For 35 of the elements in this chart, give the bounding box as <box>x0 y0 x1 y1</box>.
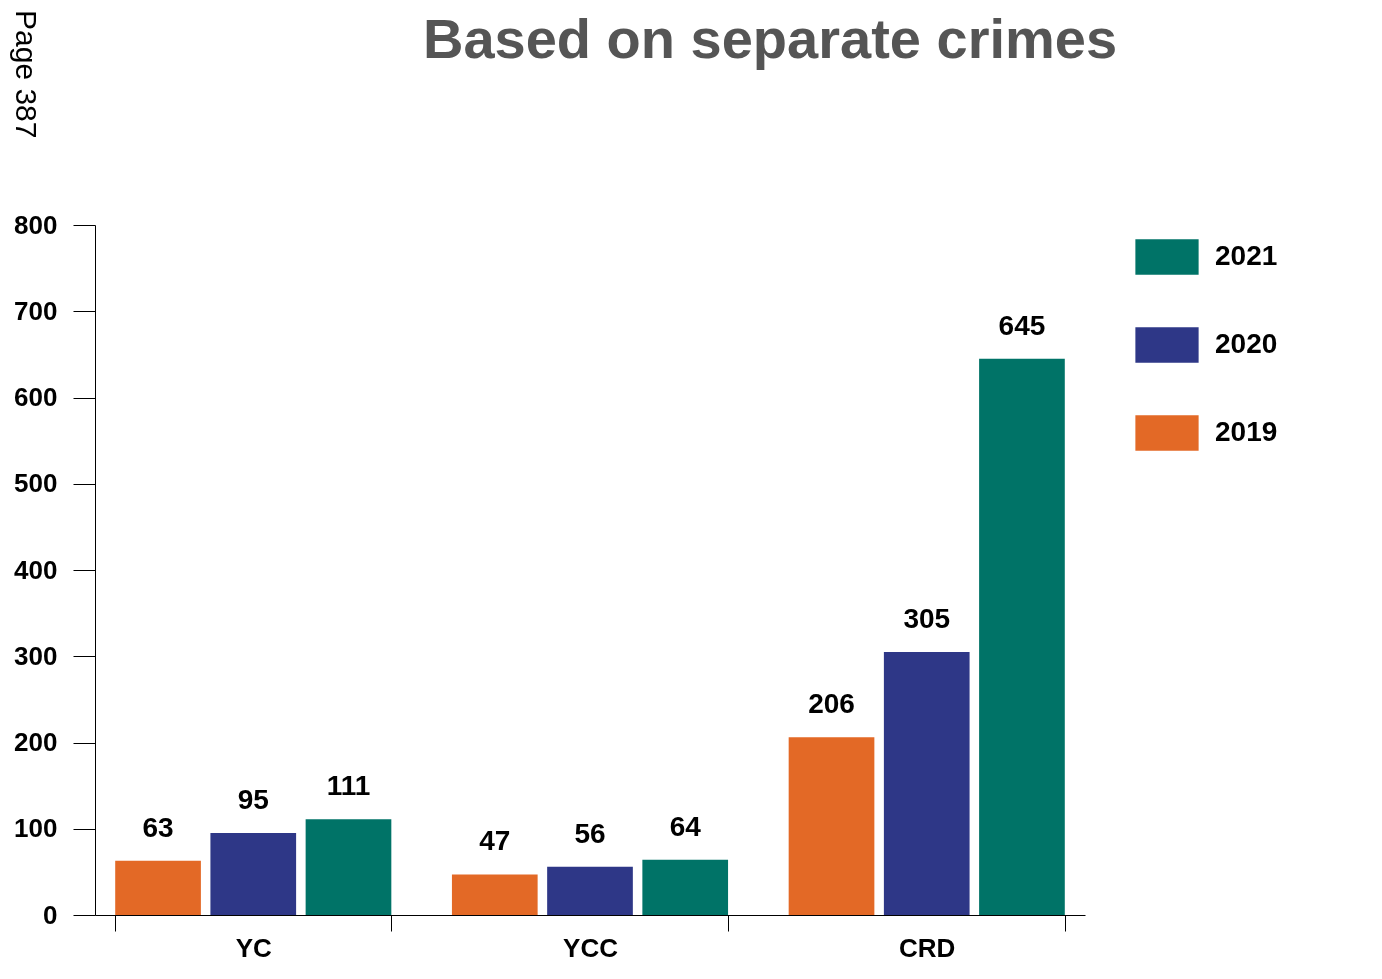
y-tick-label: 400 <box>14 554 58 585</box>
data-label: 95 <box>237 784 269 816</box>
y-tick-label: 0 <box>43 899 58 930</box>
legend-label: 2020 <box>1215 328 1278 359</box>
text: Page 387 <box>10 10 43 139</box>
chart-title: Based on separate crimes <box>422 7 1118 70</box>
data-label: 206 <box>808 688 855 720</box>
data-label: 47 <box>479 825 511 857</box>
bar <box>979 358 1065 915</box>
legend-label: 2021 <box>1215 240 1278 271</box>
bar <box>210 833 297 915</box>
y-tick-label: 500 <box>14 468 58 499</box>
y-tick-label: 100 <box>14 813 58 844</box>
data-label: 305 <box>903 602 951 634</box>
bar <box>547 866 633 915</box>
bar <box>305 819 392 915</box>
data-label: 64 <box>669 810 702 842</box>
data-label: 63 <box>142 811 174 843</box>
legend-label: 2019 <box>1215 416 1278 447</box>
bar <box>451 874 538 915</box>
data-label: 56 <box>574 817 606 849</box>
x-tick-label: YCC <box>563 932 619 963</box>
y-tick-label: 800 <box>14 209 58 240</box>
bar <box>642 859 729 915</box>
y-tick-label: 200 <box>14 727 58 757</box>
data-label: 645 <box>998 309 1046 341</box>
y-tick-label: 600 <box>14 382 58 412</box>
bar <box>115 860 201 915</box>
y-tick-label: 700 <box>14 295 58 326</box>
x-tick-label: CRD <box>899 932 956 963</box>
bar <box>788 737 875 915</box>
x-tick-label: YC <box>235 932 273 963</box>
data-label: 111 <box>326 770 371 802</box>
y-tick-label: 300 <box>14 640 58 671</box>
bar <box>883 651 970 915</box>
